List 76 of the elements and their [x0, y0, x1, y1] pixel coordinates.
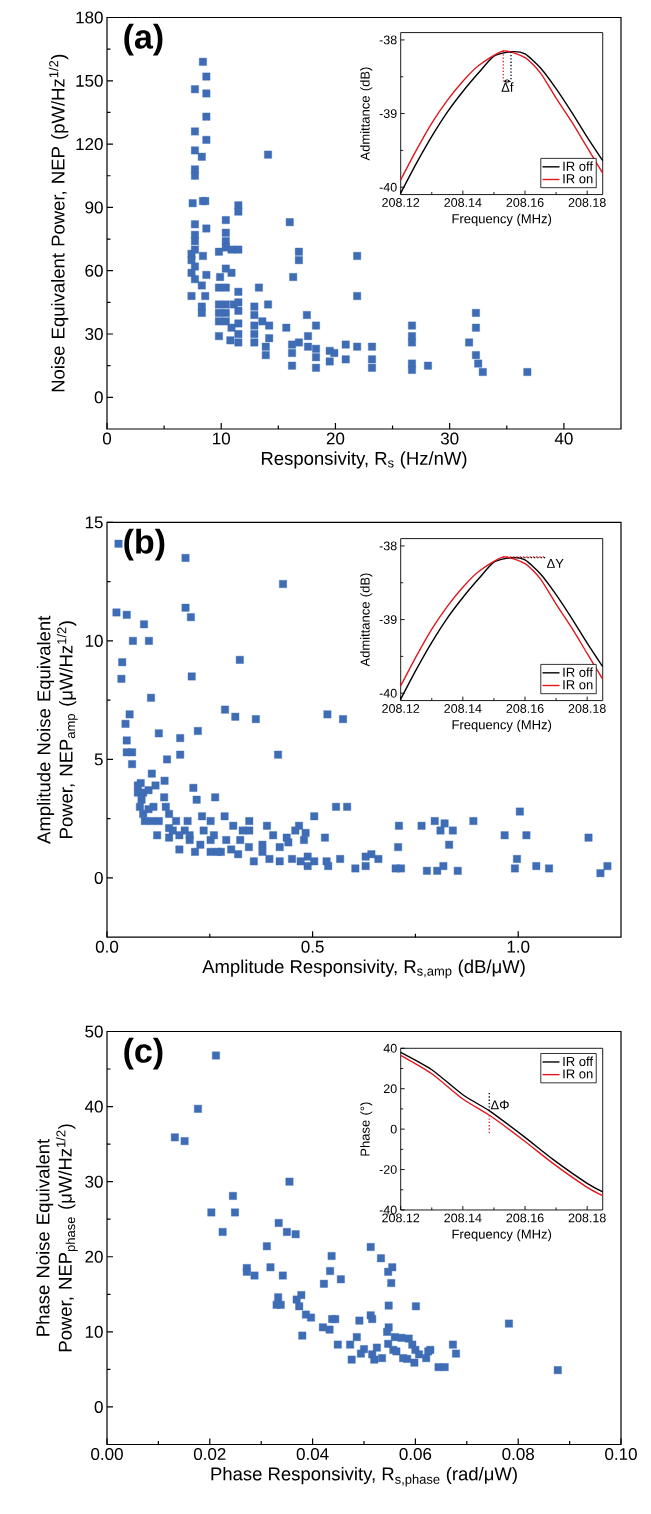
legend-label: IR on: [563, 174, 593, 184]
y-axis-title: Phase (°): [360, 1102, 373, 1156]
y-tick-label: 20: [383, 1084, 397, 1094]
y-tick-label: -38: [379, 541, 397, 551]
y-tick-label: -40: [379, 1205, 397, 1215]
x-tick-label: 30: [440, 432, 459, 445]
y-axis-title: Admittance (dB): [360, 573, 373, 667]
x-axis-title: Phase Responsivity, R$_{s,phase}$ (rad/μW): [211, 1466, 517, 1487]
legend-label: IR off: [563, 161, 594, 171]
x-tick-label: 208.18: [568, 704, 606, 713]
y-tick-label: 30: [85, 327, 103, 341]
x-axis-title: Frequency (MHz): [452, 719, 552, 732]
x-tick-label: 10: [213, 432, 231, 445]
annotation: (a): [124, 23, 163, 56]
x-tick-label: 0.5: [301, 940, 324, 953]
x-tick-label: 208.16: [506, 1213, 544, 1223]
y-tick-label: -39: [379, 109, 397, 119]
y-tick-label: 40: [383, 1043, 397, 1053]
x-tick-label: 0.06: [399, 1448, 432, 1461]
x-tick-label: 0.0: [95, 940, 119, 953]
x-axis-title: Frequency (MHz): [452, 1229, 552, 1242]
x-tick-label: 208.14: [444, 1213, 482, 1223]
y-tick-label: 5: [94, 753, 103, 766]
x-tick-label: 0.02: [193, 1448, 226, 1461]
annotation: Δf: [501, 82, 514, 92]
x-tick-label: 0.00: [91, 1448, 123, 1461]
x-tick-label: 208.14: [444, 704, 482, 713]
x-tick-label: 0.04: [296, 1448, 329, 1461]
x-tick-label: 208.16: [506, 198, 544, 207]
x-tick-label: 208.18: [568, 1213, 606, 1223]
x-axis-title: Responsivity, R$_{s}$ (Hz/nW): [261, 451, 467, 469]
annotation: ΔΦ: [490, 1100, 509, 1110]
x-tick-label: 20: [326, 432, 345, 445]
y-tick-label: 90: [85, 201, 103, 214]
y-tick-label: 180: [76, 11, 103, 24]
x-tick-label: 208.18: [568, 198, 606, 207]
annotation: (c): [124, 1037, 163, 1070]
y-tick-label: -20: [379, 1165, 397, 1174]
y-tick-label: 20: [85, 1250, 103, 1263]
y-tick-label: 10: [85, 634, 103, 647]
y-tick-label: 0: [94, 871, 103, 884]
legend-label: IR off: [563, 1056, 594, 1067]
y-tick-label: -40: [379, 182, 397, 192]
annotation: ΔY: [546, 558, 564, 568]
x-axis-title: Amplitude Responsivity, R$_{s,amp}$ (dB/μW): [202, 959, 525, 979]
y-axis-title: Noise Equivalent Power, NEP (pW/Hz$^{1/2}$): [48, 54, 69, 392]
x-tick-label: 0.10: [605, 1448, 637, 1461]
y-tick-label: 0: [94, 391, 103, 404]
legend-label: IR off: [563, 667, 594, 677]
x-tick-label: 208.14: [444, 198, 482, 207]
y-tick-label: 10: [85, 1325, 103, 1338]
y-tick-label: 15: [85, 516, 103, 529]
y-tick-label: 30: [85, 1175, 103, 1188]
x-axis-title: Frequency (MHz): [452, 213, 552, 226]
legend-label: IR on: [563, 680, 593, 690]
y-tick-label: -38: [379, 35, 397, 45]
x-tick-label: 40: [554, 432, 573, 445]
y-tick-label: 150: [76, 74, 103, 87]
x-tick-label: 1.0: [507, 940, 530, 953]
x-tick-label: 208.12: [382, 704, 420, 713]
y-tick-label: 120: [76, 138, 103, 151]
y-tick-label: 50: [85, 1025, 103, 1038]
x-tick-label: 208.12: [382, 1213, 420, 1223]
x-tick-label: 208.16: [506, 704, 544, 713]
y-axis-title: Admittance (dB): [360, 67, 373, 161]
y-tick-label: 0: [390, 1124, 397, 1134]
y-tick-label: 60: [85, 264, 103, 277]
y-tick-label: -39: [379, 615, 397, 625]
y-tick-label: 40: [84, 1100, 103, 1113]
x-tick-label: 0.08: [502, 1448, 535, 1461]
annotation: (b): [124, 528, 165, 561]
legend-label: IR on: [563, 1069, 593, 1079]
y-tick-label: -40: [379, 688, 397, 698]
x-tick-label: 0: [102, 432, 112, 445]
y-tick-label: 0: [94, 1400, 103, 1413]
x-tick-label: 208.12: [382, 198, 420, 207]
